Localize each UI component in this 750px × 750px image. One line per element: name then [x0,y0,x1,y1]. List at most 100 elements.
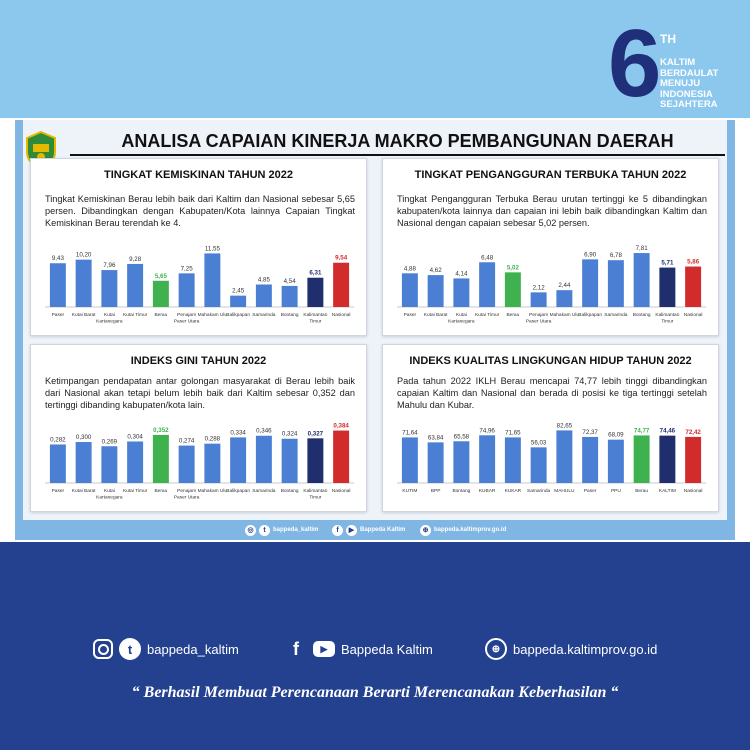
badge-line: BERDAULAT [660,67,719,79]
data-label: 2,45 [232,288,245,295]
facebook-icon: f [293,638,299,659]
data-label: 65,58 [454,433,470,440]
category-label: Paser [52,488,65,494]
globe-icon: ⊕ [485,638,507,660]
data-label: 82,65 [557,422,573,429]
data-label: 0,384 [333,423,349,430]
category-label: Kutai [104,312,115,318]
bar [633,435,650,483]
data-label: 4,88 [404,265,417,272]
category-label: Paser Utara [526,319,552,325]
chart-title: INDEKS GINI TAHUN 2022 [130,355,267,367]
category-label: KUTIM [402,488,417,494]
data-label: 9,28 [129,256,142,263]
category-label: Timur [309,495,321,501]
category-label: PPU [611,488,621,494]
chart-description: Pada tahun 2022 IKLH Berau mencapai 74,7… [397,376,707,410]
social-strip [15,520,735,540]
data-label: 9,43 [52,255,65,262]
data-label: 10,20 [76,252,92,259]
category-label: Kalimantan [303,488,327,494]
gini-chart-card: INDEKS GINI TAHUN 2022 Ketimpangan penda… [30,344,367,512]
footer-website-link[interactable]: ⊕ bappeda.kaltimprov.go.id [485,636,657,662]
bar [152,434,169,483]
unemployment-bar-chart: 4,88 Paser 4,62 Kutai Barat 4,14 KutaiKartane… [397,245,706,325]
youtube-icon: ▶ [346,524,357,536]
bar [230,437,247,483]
category-label: Kartanegara [96,495,123,501]
bar [659,435,676,483]
chart-description: Ketimpangan pendapatan antar golongan ma… [45,376,355,410]
data-label: 5,71 [661,260,674,267]
category-label: Samarinda [604,312,628,318]
data-label: 0,269 [102,438,118,445]
data-label: 71,64 [402,429,418,436]
data-label: 71,65 [505,429,521,436]
bar [255,284,272,307]
chart-title: TINGKAT PENGANGGURAN TERBUKA TAHUN 2022 [414,169,687,181]
strip-instagram[interactable]: ◎ t bappeda_kaltim [245,522,318,538]
data-label: 74,96 [479,427,495,434]
badge-line: KALTIM [660,57,696,68]
chart-description: Tingkat Kemiskinan Berau lebih baik dari… [45,194,355,228]
category-label: Berau [154,312,167,318]
data-label: 0,288 [205,436,221,443]
category-label: Berau [635,488,648,494]
category-label: Bontang [281,312,299,318]
category-label: Samarinda [252,488,276,494]
bar [479,262,496,307]
data-label: 72,37 [582,429,598,436]
data-label: 5,86 [687,259,700,266]
data-label: 4,54 [284,278,297,285]
data-label: 0,304 [127,433,143,440]
category-label: Paser [584,488,597,494]
strip-website[interactable]: ⊕ bappeda.kaltimprov.go.id [420,522,506,538]
category-label: Kutai Barat [72,488,96,494]
category-label: Timur [309,319,321,325]
bar [685,436,702,483]
footer-facebook-link[interactable]: f ▶ Bappeda Kaltim [285,636,433,662]
category-label: Paser Utara [174,319,200,325]
data-label: 0,327 [308,430,324,437]
category-label: Kutai Timur [475,312,500,318]
category-label: BPP [431,488,441,494]
bar [75,442,92,483]
category-label: Kalimantan [303,312,327,318]
bar [49,444,66,483]
bar [255,435,272,483]
chart-title: TINGKAT KEMISKINAN TAHUN 2022 [103,169,294,181]
slogan: “ Berhasil Membuat Perencanaan Berarti M… [131,684,619,701]
category-label: Samarinda [252,312,276,318]
top-banner [0,0,750,118]
badge-line: SEJAHTERA [660,99,718,110]
data-label: 4,62 [430,267,443,274]
environment-bar-chart: 71,64 KUTIM 63,84 BPP 65,58 Bontang 74,96 KUBAR… [397,422,706,494]
data-label: 72,42 [685,429,701,436]
data-label: 7,96 [103,262,116,269]
bar [582,436,599,483]
data-label: 56,03 [531,439,547,446]
strip-facebook[interactable]: f ▶ Bappeda Kaltim [332,522,405,538]
category-label: Mahakam Ulu [198,488,228,494]
category-label: KUKAR [505,488,522,494]
category-label: Penajam [529,312,548,318]
category-label: Kutai Barat [72,312,96,318]
category-label: Nasional [332,488,351,494]
youtube-icon: ▶ [313,641,335,657]
data-label: 0,282 [50,436,66,443]
category-label: Timur [661,319,673,325]
category-label: Kutai Timur [123,488,148,494]
footer-instagram-link[interactable]: t bappeda_kaltim [93,636,239,662]
instagram-icon [93,639,113,659]
strip-facebook-label: Bappeda Kaltim [360,527,406,533]
chart-title: INDEKS KUALITAS LINGKUNGAN HIDUP TAHUN 2… [409,355,692,367]
bar [685,266,702,307]
category-label: Kutai Barat [424,312,448,318]
data-label: 6,78 [610,252,623,259]
poverty-bar-chart: 9,43 Paser 10,20 Kutai Barat 7,96 KutaiKartan… [45,245,354,325]
bar [556,290,573,307]
category-label: Kutai Timur [123,312,148,318]
data-label: 2,44 [558,282,571,289]
anniversary-badge: 6 TH KALTIM BERDAULAT MENUJU INDONESIA S… [608,16,738,114]
bar [333,430,350,483]
